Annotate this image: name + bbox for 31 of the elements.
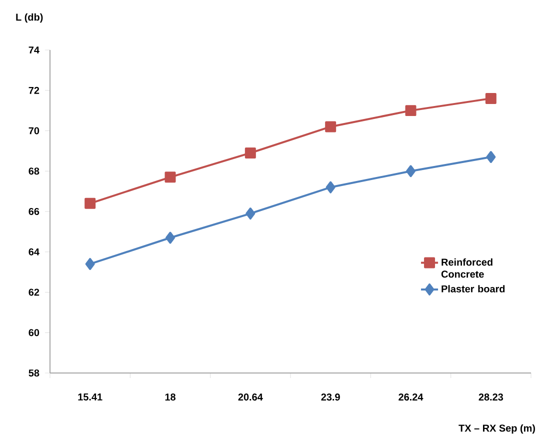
x-tick-label: 18 bbox=[165, 394, 176, 401]
legend-label: Plaster board bbox=[442, 285, 505, 292]
point bbox=[486, 150, 496, 163]
y-tick-label: 60 bbox=[28, 329, 40, 336]
point bbox=[244, 147, 256, 158]
y-tick-label: 62 bbox=[28, 288, 40, 296]
y-tick-label: 74 bbox=[28, 46, 40, 54]
x-tick-label: 26.24 bbox=[398, 394, 424, 401]
y-tick-label: 66 bbox=[28, 208, 40, 216]
x-tick-label: 23.9 bbox=[321, 394, 340, 401]
y-tick-label: 64 bbox=[28, 248, 40, 256]
x-tick-label: 20.64 bbox=[238, 394, 263, 401]
legend-label: Reinforced Concrete bbox=[441, 258, 492, 278]
x-tick-label: 15.41 bbox=[78, 394, 102, 400]
x-axis-title: TX – RX Sep (m) bbox=[458, 424, 535, 434]
point bbox=[246, 208, 256, 220]
y-tick-label: 68 bbox=[28, 168, 40, 175]
point bbox=[84, 198, 96, 209]
point bbox=[406, 165, 416, 178]
x-tick-label: 28.23 bbox=[478, 394, 504, 401]
point bbox=[85, 258, 95, 270]
point bbox=[485, 92, 496, 104]
point bbox=[326, 181, 336, 194]
y-tick-label: 70 bbox=[28, 127, 40, 134]
point bbox=[405, 105, 416, 116]
point bbox=[325, 121, 336, 132]
y-tick-label: 58 bbox=[28, 369, 40, 377]
point bbox=[166, 232, 175, 244]
y-axis-title: L (db) bbox=[16, 13, 43, 23]
y-tick-label: 72 bbox=[28, 86, 40, 94]
point bbox=[164, 172, 176, 183]
